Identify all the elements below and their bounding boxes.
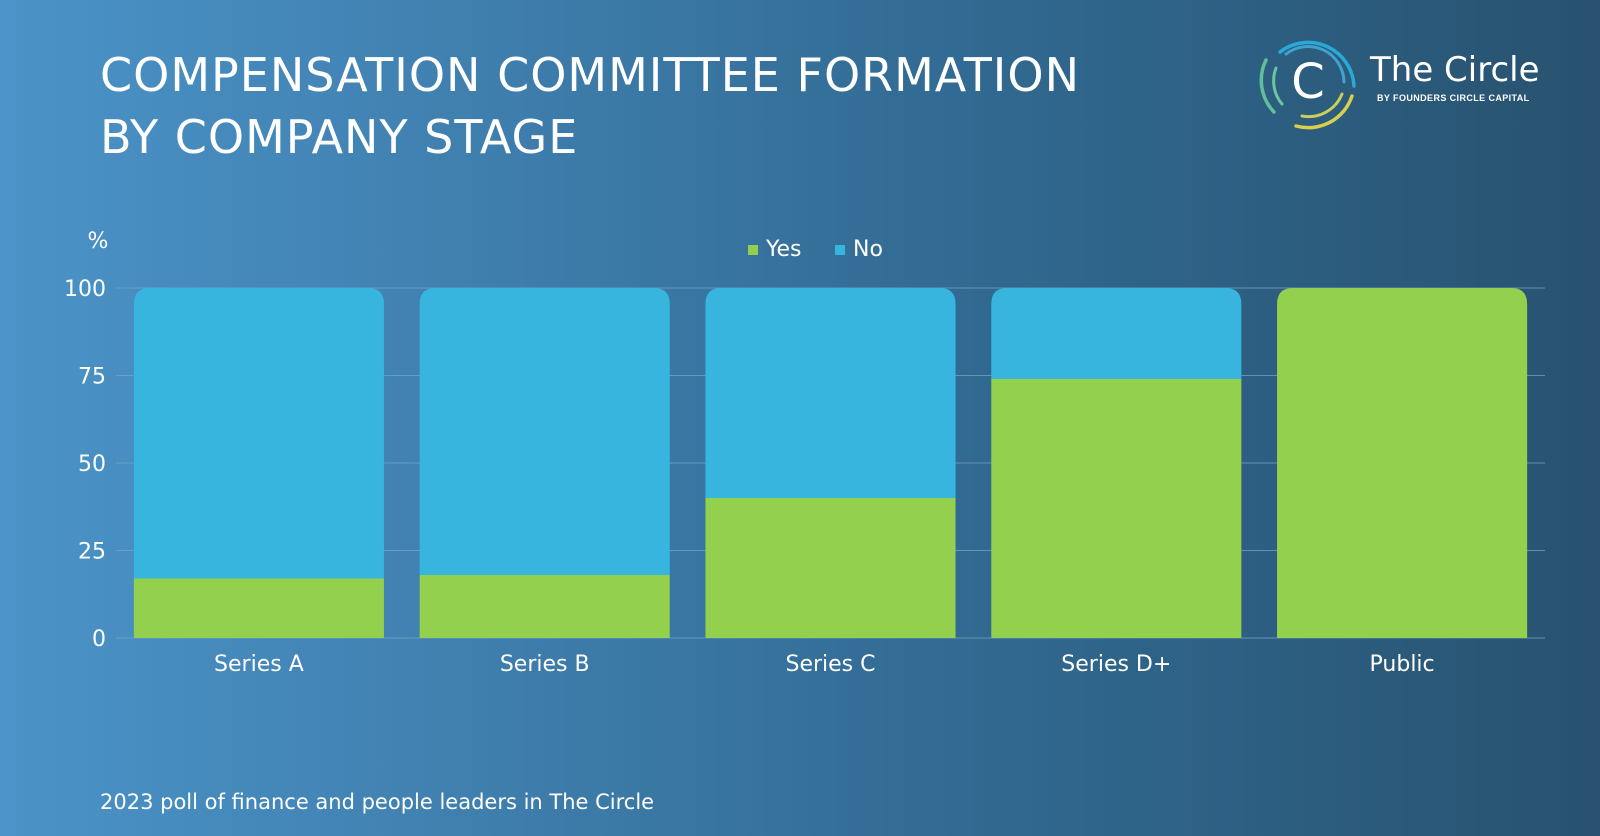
bar-yes-public [1277, 288, 1528, 638]
bar-yes-series-a [133, 578, 384, 638]
legend-label-yes: Yes [765, 237, 802, 262]
bar-no-series-d [991, 288, 1242, 379]
y-tick-label: 75 [78, 365, 106, 390]
y-tick-label: 0 [92, 627, 106, 652]
bar-no-series-c [705, 288, 956, 498]
legend-label-no: No [853, 237, 883, 262]
bar-yes-series-c [705, 498, 956, 638]
chart-title-line-1: COMPENSATION COMMITTEE FORMATION [100, 48, 1080, 102]
y-tick-label: 50 [78, 452, 106, 477]
legend-swatch-no [835, 245, 845, 255]
y-tick-label: 25 [78, 540, 106, 565]
the-circle-logo: C The Circle BY FOUNDERS CIRCLE CAPITAL [1256, 30, 1556, 134]
logo-tagline: BY FOUNDERS CIRCLE CAPITAL [1377, 93, 1530, 103]
x-tick-label: Series A [214, 652, 304, 677]
bar-no-series-a [133, 288, 384, 579]
x-tick-label: Series C [785, 652, 875, 677]
y-tick-label: 100 [64, 277, 106, 302]
logo-name: The Circle [1370, 50, 1540, 90]
bar-no-series-b [419, 288, 670, 575]
chart-title-line-2: BY COMPANY STAGE [100, 110, 579, 164]
footer-note: 2023 poll of finance and people leaders … [100, 790, 655, 814]
y-axis-label: % [88, 229, 109, 254]
circle-c-logo-icon: C [1259, 40, 1356, 130]
x-tick-label: Public [1370, 652, 1435, 677]
x-tick-label: Series D+ [1061, 652, 1171, 677]
legend-swatch-yes [748, 245, 758, 255]
bar-yes-series-d [991, 379, 1242, 638]
logo-mark-letter: C [1291, 54, 1325, 110]
chart-title: COMPENSATION COMMITTEE FORMATION BY COMP… [100, 44, 1080, 168]
x-tick-label: Series B [500, 652, 590, 677]
bar-yes-series-b [419, 575, 670, 638]
